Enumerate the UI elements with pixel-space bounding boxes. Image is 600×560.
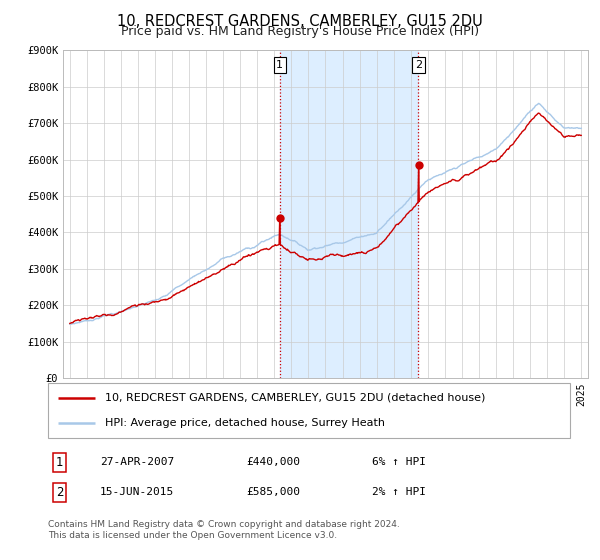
FancyBboxPatch shape — [48, 383, 570, 438]
Text: 2: 2 — [56, 486, 63, 499]
Text: 6% ↑ HPI: 6% ↑ HPI — [371, 458, 425, 468]
Text: 1: 1 — [56, 456, 63, 469]
Text: £585,000: £585,000 — [247, 487, 301, 497]
Text: 1: 1 — [277, 60, 283, 70]
Text: £440,000: £440,000 — [247, 458, 301, 468]
Text: 10, REDCREST GARDENS, CAMBERLEY, GU15 2DU (detached house): 10, REDCREST GARDENS, CAMBERLEY, GU15 2D… — [106, 393, 486, 403]
Text: 2: 2 — [415, 60, 422, 70]
Text: Contains HM Land Registry data © Crown copyright and database right 2024.
This d: Contains HM Land Registry data © Crown c… — [48, 520, 400, 540]
Text: HPI: Average price, detached house, Surrey Heath: HPI: Average price, detached house, Surr… — [106, 418, 385, 428]
Text: Price paid vs. HM Land Registry's House Price Index (HPI): Price paid vs. HM Land Registry's House … — [121, 25, 479, 38]
Text: 15-JUN-2015: 15-JUN-2015 — [100, 487, 175, 497]
Text: 27-APR-2007: 27-APR-2007 — [100, 458, 175, 468]
Text: 10, REDCREST GARDENS, CAMBERLEY, GU15 2DU: 10, REDCREST GARDENS, CAMBERLEY, GU15 2D… — [117, 14, 483, 29]
Text: 2% ↑ HPI: 2% ↑ HPI — [371, 487, 425, 497]
